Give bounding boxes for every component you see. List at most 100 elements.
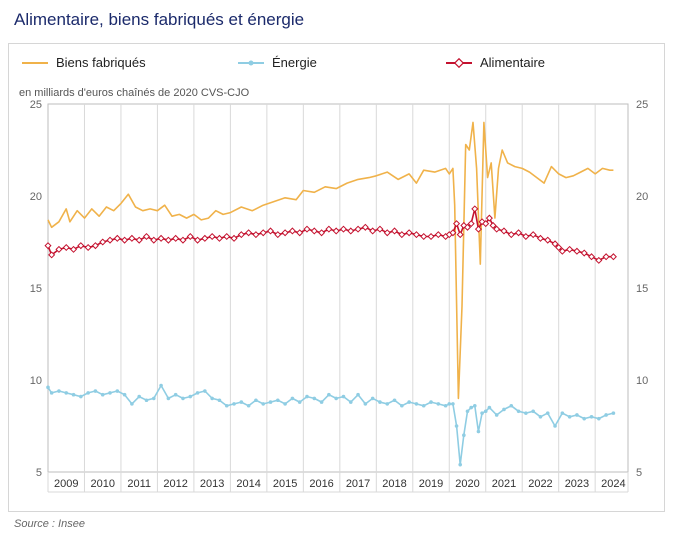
x-tick-label: 2020 <box>455 478 479 490</box>
point-energy <box>469 405 473 410</box>
point-food <box>106 236 114 244</box>
point-food <box>449 229 457 237</box>
point-energy <box>232 402 236 406</box>
point-energy <box>447 402 452 406</box>
y-tick-label-left: 15 <box>30 283 42 295</box>
point-food <box>245 229 253 237</box>
point-energy <box>312 396 317 401</box>
point-food <box>398 231 406 239</box>
point-food <box>208 232 216 241</box>
point-food <box>500 227 508 235</box>
x-tick-label: 2010 <box>90 478 114 490</box>
point-food <box>194 236 202 244</box>
point-energy <box>224 403 229 408</box>
point-food <box>223 232 231 241</box>
point-food <box>55 245 63 253</box>
y-tick-label-right: 15 <box>636 283 648 295</box>
point-food <box>84 243 92 252</box>
legend-item-food[interactable]: Alimentaire <box>446 55 545 70</box>
point-energy <box>392 398 397 403</box>
point-energy <box>465 409 470 414</box>
point-food <box>493 225 501 233</box>
x-tick-label: 2024 <box>601 478 625 490</box>
x-tick-label: 2023 <box>565 478 589 490</box>
x-tick-label: 2009 <box>54 478 78 490</box>
point-food <box>391 227 399 235</box>
point-food <box>354 225 362 233</box>
point-food <box>62 243 70 252</box>
point-energy <box>319 400 324 404</box>
point-food <box>602 253 610 261</box>
point-energy <box>553 424 557 428</box>
point-energy <box>378 400 382 404</box>
point-energy <box>414 402 419 406</box>
point-energy <box>46 385 50 390</box>
point-energy <box>195 391 200 395</box>
point-food <box>157 234 165 242</box>
x-tick-label: 2021 <box>492 478 516 490</box>
point-food <box>281 229 289 237</box>
point-food <box>515 229 523 237</box>
point-energy <box>451 402 455 406</box>
point-food <box>580 249 588 257</box>
point-energy <box>297 400 302 404</box>
point-food <box>274 231 282 239</box>
y-tick-label-right: 20 <box>636 191 648 203</box>
point-energy <box>597 416 601 421</box>
point-food <box>230 234 238 242</box>
point-energy <box>458 462 463 467</box>
point-energy <box>100 392 105 397</box>
point-energy <box>144 398 149 403</box>
point-energy <box>487 405 492 410</box>
plot-frame <box>47 103 629 473</box>
point-food <box>215 234 223 242</box>
point-energy <box>166 396 171 401</box>
point-food <box>303 225 311 233</box>
point-food <box>555 243 563 252</box>
point-food <box>121 236 129 244</box>
x-tick-label: 2016 <box>309 478 333 490</box>
x-tick-label: 2013 <box>200 478 224 490</box>
point-food <box>427 232 435 241</box>
y-tick-label-left: 25 <box>30 99 42 111</box>
point-energy <box>57 389 61 393</box>
legend-label-food: Alimentaire <box>480 55 546 70</box>
point-energy <box>246 403 251 408</box>
point-food <box>412 231 420 239</box>
point-energy <box>122 392 127 397</box>
point-energy <box>108 391 112 395</box>
point-food <box>595 256 603 264</box>
point-energy <box>217 398 222 403</box>
point-food <box>186 232 194 241</box>
point-energy <box>436 402 441 406</box>
point-food <box>99 238 107 246</box>
legend-item-energy[interactable]: Énergie <box>238 55 317 70</box>
point-energy <box>494 413 499 417</box>
point-energy <box>370 396 375 401</box>
point-energy <box>210 396 214 401</box>
point-energy <box>363 402 368 406</box>
legend-label-manufactured: Biens fabriqués <box>56 55 146 70</box>
point-food <box>288 227 296 235</box>
legend-item-manufactured[interactable]: Biens fabriqués <box>22 55 146 70</box>
point-energy <box>429 400 433 404</box>
point-energy <box>86 391 90 395</box>
y-tick-label-left: 10 <box>30 375 42 387</box>
point-food <box>113 234 121 242</box>
point-food <box>573 247 581 255</box>
point-food <box>361 223 369 231</box>
point-food <box>310 227 318 235</box>
x-tick-label: 2012 <box>163 478 187 490</box>
point-food <box>485 214 493 222</box>
legend-swatch-food <box>446 57 472 68</box>
point-energy <box>454 424 459 428</box>
point-food <box>544 236 552 244</box>
point-energy <box>71 392 76 397</box>
chart-title: Alimentaire, biens fabriqués et énergie <box>14 10 305 29</box>
point-energy <box>611 411 616 415</box>
point-energy <box>400 403 404 408</box>
source-note: Source : Insee <box>14 518 85 530</box>
point-energy <box>173 392 178 397</box>
point-energy <box>582 416 587 421</box>
